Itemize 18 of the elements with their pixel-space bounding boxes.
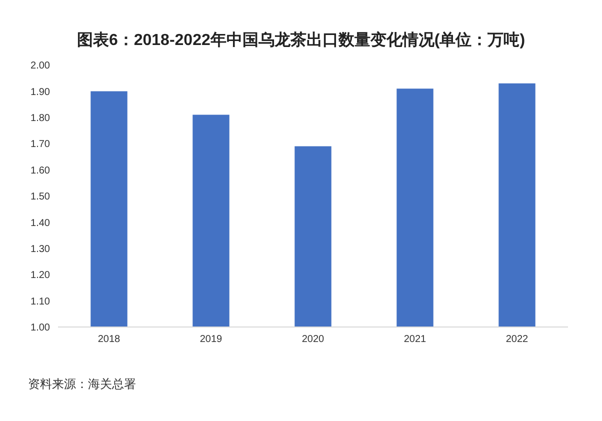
y-tick-label: 1.60 [30, 165, 50, 176]
x-tick-label: 2019 [200, 334, 223, 346]
y-tick-label: 1.50 [30, 192, 50, 203]
text: 资料来源：海关总署 [28, 376, 136, 393]
y-tick-label: 1.00 [30, 322, 50, 334]
y-tick-label: 1.80 [30, 112, 50, 124]
y-tick-label: 2.00 [30, 60, 50, 72]
x-tick-label: 2021 [404, 334, 427, 346]
x-tick-label: 2022 [506, 334, 529, 346]
y-tick-label: 1.30 [30, 244, 50, 255]
y-tick-label: 1.90 [30, 86, 50, 98]
y-tick-label: 1.40 [30, 218, 50, 229]
x-tick-label: 2020 [302, 334, 325, 346]
y-tick-label: 1.70 [30, 139, 50, 150]
chart-title: 图表6：2018-2022年中国乌龙茶出口数量变化情况(单位：万吨) [76, 30, 526, 51]
y-tick-label: 1.20 [30, 270, 50, 282]
x-tick-label: 2018 [98, 334, 121, 346]
y-tick-label: 1.10 [30, 296, 50, 308]
